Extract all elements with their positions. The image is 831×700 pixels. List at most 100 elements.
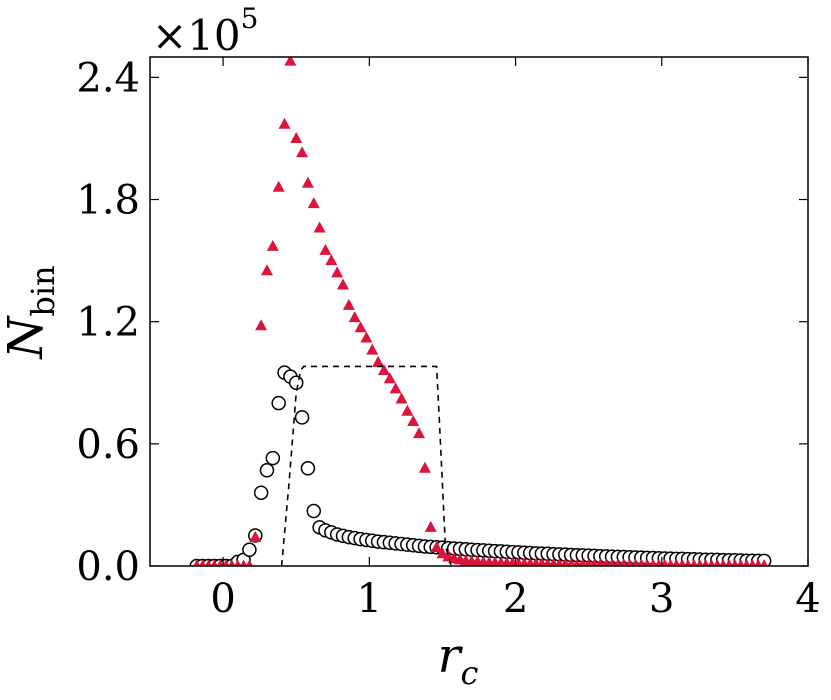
triangle-point	[260, 264, 273, 276]
triangle-point	[319, 243, 332, 255]
triangle-point	[625, 558, 634, 566]
triangle-point	[240, 559, 248, 566]
triangle-point	[684, 559, 692, 566]
x-tick-label: 1	[357, 576, 382, 622]
triangle-point	[602, 558, 611, 566]
circle-point	[294, 410, 310, 425]
triangle-point	[354, 321, 367, 333]
circle-point	[259, 463, 275, 478]
y-tick-label: 0.0	[76, 544, 140, 590]
scale-factor: ×105	[152, 2, 258, 60]
triangle-point	[401, 404, 414, 416]
triangle-point	[560, 558, 570, 566]
triangle-point	[731, 559, 739, 566]
circle-point	[265, 450, 281, 466]
triangle-point	[754, 559, 763, 566]
y-tick-label: 1.8	[76, 178, 140, 224]
triangle-point	[666, 558, 675, 566]
x-tick-label: 4	[795, 576, 820, 622]
circle-point	[288, 375, 304, 391]
triangle-point	[383, 372, 396, 384]
triangle-point	[578, 558, 588, 566]
triangle-point	[590, 558, 599, 566]
triangle-point	[228, 559, 236, 566]
triangle-point	[360, 331, 373, 343]
triangle-point	[290, 131, 303, 143]
circle-point	[300, 461, 316, 476]
triangle-point	[660, 558, 669, 566]
dashed-series-line	[280, 365, 452, 566]
triangle-point	[649, 558, 657, 566]
triangle-point	[245, 559, 253, 566]
triangle-point	[301, 176, 314, 188]
triangle-point	[278, 117, 291, 129]
triangle-point	[742, 559, 751, 566]
triangle-point	[313, 221, 326, 233]
triangle-point	[566, 558, 576, 566]
scale-exponent: 5	[241, 2, 259, 35]
triangle-point	[199, 559, 207, 566]
circle-point	[306, 503, 322, 519]
triangle-point	[678, 558, 687, 566]
triangle-point	[366, 343, 379, 355]
triangle-point	[234, 559, 242, 566]
y-axis-label-sub: bin	[24, 265, 62, 316]
triangle-point	[525, 557, 535, 566]
x-tick-label: 3	[649, 576, 674, 622]
plot-area	[189, 57, 772, 566]
triangle-point	[736, 559, 745, 566]
circle-point	[242, 542, 257, 557]
triangle-point	[719, 559, 727, 566]
triangle-point	[418, 461, 431, 473]
ticks: 0 1 2 3 4 0.0 0.6 1.2 1.8 2.4	[76, 55, 820, 622]
triangle-point	[519, 557, 529, 566]
triangle-point	[572, 558, 582, 566]
triangle-point	[249, 530, 262, 542]
triangle-point	[607, 558, 617, 566]
y-tick-label: 0.6	[76, 422, 140, 468]
triangle-point	[389, 382, 402, 394]
triangle-point	[266, 239, 279, 251]
triangle-point	[342, 298, 355, 310]
triangle-point	[307, 197, 320, 209]
triangle-point	[407, 414, 420, 426]
triangle-point	[216, 559, 224, 566]
triangle-point	[701, 559, 710, 566]
triangle-point	[537, 557, 547, 566]
triangle-point	[690, 559, 698, 566]
triangle-point	[637, 558, 646, 566]
axes-frame	[149, 56, 809, 567]
triangle-point	[748, 559, 757, 566]
y-tick-label: 1.2	[76, 300, 140, 346]
x-axis-label: rc	[438, 628, 479, 692]
circle-point	[271, 395, 286, 411]
circle-point	[253, 485, 269, 500]
triangle-point	[430, 541, 443, 553]
triangle-point	[372, 355, 385, 367]
triangle-point	[613, 558, 622, 566]
triangle-point	[596, 558, 605, 566]
triangle-point	[424, 520, 437, 532]
triangle-point	[631, 558, 640, 566]
x-tick-label: 0	[210, 576, 235, 622]
triangle-point	[337, 278, 350, 290]
triangle-point	[543, 557, 553, 566]
triangle-point	[348, 311, 361, 323]
triangle-point	[555, 558, 564, 566]
triangle-point	[296, 146, 309, 158]
triangle-point	[654, 558, 663, 566]
triangle-point	[549, 557, 559, 566]
triangle-point	[413, 427, 426, 439]
triangle-point	[222, 559, 230, 566]
triangle-point	[255, 319, 268, 331]
triangle-point	[272, 180, 285, 192]
y-axis-label-main: N	[0, 315, 54, 360]
x-axis-label-sub: c	[461, 654, 479, 692]
triangle-point	[284, 57, 297, 66]
triangle-point	[725, 559, 733, 566]
triangle-point	[713, 559, 722, 566]
triangle-point	[395, 392, 408, 404]
triangle-point	[584, 558, 593, 566]
triangle-point	[331, 266, 344, 278]
